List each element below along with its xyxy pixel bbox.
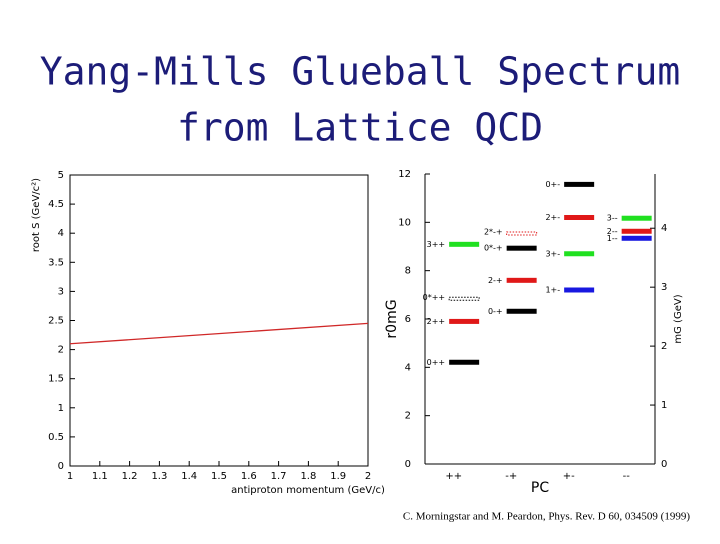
x-tick-label: 1.6 xyxy=(241,471,257,482)
x-tick-label: -+ xyxy=(505,471,517,482)
y-tick-label: 4 xyxy=(58,228,64,239)
level-label: 0*++ xyxy=(423,293,446,302)
citation: C. Morningstar and M. Peardon, Phys. Rev… xyxy=(403,511,690,523)
level-label: 0++ xyxy=(427,358,446,367)
y2-axis-label: mG (GeV) xyxy=(673,294,684,343)
x-tick-label: 1.7 xyxy=(271,471,287,482)
level-label: 3+- xyxy=(545,249,560,258)
level xyxy=(564,181,595,187)
y-tick-label: 0.5 xyxy=(48,432,64,443)
level-dotted xyxy=(506,231,538,236)
x-tick-label: 1.1 xyxy=(92,471,108,482)
level-dotted xyxy=(448,296,480,301)
y-tick-label: 12 xyxy=(398,169,411,180)
y-tick-label: 1.5 xyxy=(48,374,64,385)
plot-frame xyxy=(69,174,369,467)
level-label: 0+- xyxy=(545,180,560,189)
level-label: 0-+ xyxy=(488,307,503,316)
x-tick-label: 1.8 xyxy=(300,471,316,482)
y-tick-label: 10 xyxy=(398,217,411,228)
y-tick-label: 3.5 xyxy=(48,257,64,268)
y-tick-label: 2 xyxy=(58,345,64,356)
y-tick-label: 0 xyxy=(405,459,411,470)
level-label: 2-+ xyxy=(488,276,503,285)
level xyxy=(564,215,595,220)
x-tick-label: +- xyxy=(563,471,575,482)
level-label: 1+- xyxy=(545,286,560,295)
x-tick-label: -- xyxy=(623,471,631,482)
x-axis-label: PC xyxy=(531,480,549,496)
x-tick-label: 1.9 xyxy=(330,471,346,482)
y2-tick-label: 3 xyxy=(661,282,667,293)
y-axis-label: root S (GeV/c²) xyxy=(31,178,42,252)
level xyxy=(449,241,480,247)
y2-tick-label: 4 xyxy=(661,223,667,234)
y-tick-label: 5 xyxy=(58,170,64,181)
y-tick-label: 0 xyxy=(58,461,64,472)
level xyxy=(506,277,537,283)
level-label: 2*-+ xyxy=(484,228,503,237)
level-label: 0*-+ xyxy=(484,244,503,253)
level xyxy=(621,228,652,234)
level xyxy=(621,235,652,241)
x-axis-label: antiproton momentum (GeV/c) xyxy=(231,485,385,496)
level-label: 1-- xyxy=(607,234,618,243)
x-tick-label: 1.4 xyxy=(181,471,197,482)
level xyxy=(449,359,480,365)
y-tick-label: 3 xyxy=(58,286,64,297)
title-line: Yang-Mills Glueball Spectrum xyxy=(40,50,681,94)
x-tick-label: 1 xyxy=(67,471,73,482)
y2-tick-label: 0 xyxy=(661,459,667,470)
level-label: 3-- xyxy=(607,214,618,223)
y-tick-label: 4 xyxy=(405,362,411,373)
x-tick-label: 1.3 xyxy=(151,471,167,482)
level-label: 2+- xyxy=(545,213,560,222)
x-tick-label: ++ xyxy=(445,471,462,482)
level xyxy=(564,251,595,257)
x-tick-label: 1.5 xyxy=(211,471,227,482)
y2-tick-label: 2 xyxy=(661,341,667,352)
y-tick-label: 4.5 xyxy=(48,199,64,210)
y-tick-label: 6 xyxy=(405,314,411,325)
level xyxy=(506,245,537,251)
data-line xyxy=(69,322,369,345)
y-tick-label: 1 xyxy=(58,403,64,414)
x-tick-label: 2 xyxy=(365,471,371,482)
y-axis-label: r0mG xyxy=(384,299,400,338)
level xyxy=(621,215,652,221)
title-line: from Lattice QCD xyxy=(177,106,543,150)
y-tick-label: 2.5 xyxy=(48,316,64,327)
level-label: 2++ xyxy=(427,317,446,326)
level xyxy=(564,287,595,293)
level-label: 3++ xyxy=(427,240,446,249)
y-tick-label: 8 xyxy=(405,266,411,277)
x-tick-label: 1.2 xyxy=(122,471,138,482)
level xyxy=(449,318,480,324)
level-label: 2-- xyxy=(607,227,618,236)
y2-tick-label: 1 xyxy=(661,400,667,411)
y-tick-label: 2 xyxy=(405,411,411,422)
level xyxy=(506,308,537,314)
